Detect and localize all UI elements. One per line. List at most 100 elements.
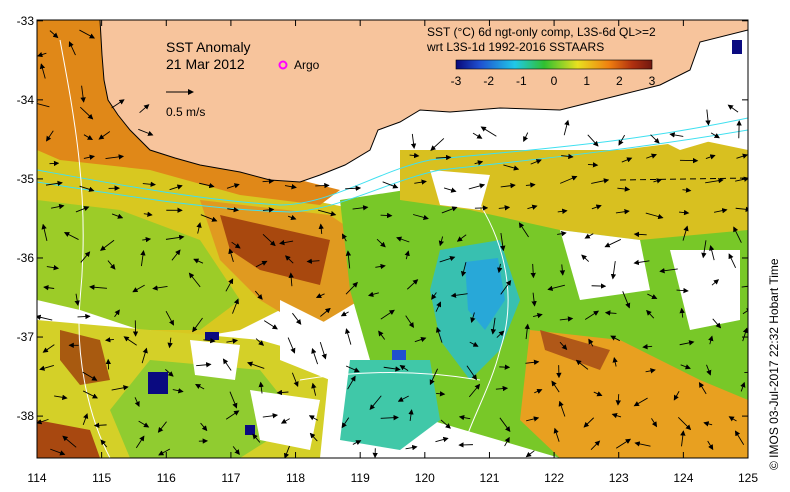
velocity-arrow [435, 326, 443, 343]
velocity-arrow [680, 364, 691, 370]
velocity-arrow [318, 209, 337, 217]
velocity-arrow [438, 236, 444, 247]
velocity-arrow [531, 292, 537, 307]
velocity-arrow [615, 209, 630, 215]
velocity-arrow [397, 395, 409, 402]
velocity-arrow [633, 259, 650, 266]
velocity-arrow [345, 185, 362, 191]
velocity-arrow [610, 261, 617, 280]
velocity-arrow [203, 337, 216, 344]
velocity-arrow [490, 317, 497, 335]
velocity-arrow [646, 153, 657, 159]
velocity-arrow [226, 183, 240, 189]
cold-speck-3 [392, 350, 406, 360]
velocity-arrow [167, 337, 173, 349]
vector-scale: 0.5 m/s [166, 89, 205, 119]
colorbar-tick-label: -3 [451, 74, 462, 88]
x-tick-label: 118 [286, 471, 305, 485]
velocity-arrow [227, 206, 240, 213]
argo-legend: Argo [278, 58, 320, 72]
velocity-arrow [46, 130, 54, 142]
velocity-arrow [741, 285, 748, 288]
velocity-arrow [100, 239, 115, 251]
velocity-arrow [622, 291, 631, 309]
velocity-arrow [744, 371, 748, 374]
cold-speck-1 [148, 372, 168, 394]
velocity-arrow [495, 385, 509, 392]
vector-scale-label: 0.5 m/s [166, 105, 205, 119]
velocity-arrow [679, 307, 685, 318]
velocity-arrow [590, 440, 601, 451]
velocity-arrow [132, 284, 145, 293]
velocity-arrow [559, 341, 568, 351]
velocity-arrow [255, 260, 268, 268]
velocity-arrow [140, 249, 146, 267]
velocity-arrow [435, 301, 442, 312]
velocity-arrow [618, 134, 626, 146]
velocity-arrow [673, 391, 680, 401]
velocity-arrow [37, 52, 47, 58]
cold-speck-5 [732, 40, 742, 54]
velocity-arrow [653, 178, 663, 184]
velocity-arrow [39, 365, 54, 371]
velocity-arrow [345, 281, 358, 295]
velocity-arrow [651, 418, 658, 428]
velocity-arrow [557, 208, 568, 214]
sst-patch-west-green [37, 200, 240, 330]
velocity-arrow [347, 375, 356, 390]
velocity-arrow [409, 152, 420, 159]
velocity-arrow [382, 181, 399, 189]
velocity-arrow [706, 364, 712, 376]
velocity-arrow [98, 131, 111, 140]
velocity-arrow [440, 419, 451, 429]
x-tick-label: 122 [544, 471, 564, 485]
velocity-arrow [263, 320, 278, 330]
velocity-arrow [645, 212, 664, 220]
velocity-arrow [500, 183, 516, 189]
velocity-arrow [134, 397, 140, 407]
velocity-arrow [530, 263, 536, 279]
y-tick-label: -38 [17, 409, 35, 423]
cold-speck-4 [245, 425, 255, 435]
velocity-arrow [306, 258, 320, 264]
velocity-arrow [105, 154, 125, 160]
colorbar-tick-label: -1 [516, 74, 527, 88]
velocity-arrow [287, 214, 297, 220]
velocity-arrow [79, 106, 94, 120]
map-title: SST Anomaly [166, 39, 251, 55]
velocity-arrow [141, 347, 148, 364]
argo-label: Argo [294, 58, 320, 72]
velocity-arrow [75, 206, 90, 213]
nodata-gap-5 [670, 250, 740, 330]
velocity-arrow [82, 371, 98, 381]
velocity-arrow [42, 344, 55, 353]
velocity-arrow [560, 175, 578, 184]
x-tick-label: 123 [609, 471, 629, 485]
velocity-arrow [682, 225, 689, 241]
velocity-arrow [262, 413, 279, 419]
velocity-arrow [587, 162, 599, 168]
velocity-arrow [621, 157, 633, 163]
velocity-arrow [45, 180, 63, 187]
velocity-arrow [435, 154, 452, 161]
velocity-arrow [62, 435, 77, 448]
velocity-arrow [375, 263, 386, 270]
imos-footer: © IMOS 03-Jul-2017 22:32 Hobart Time [767, 258, 781, 470]
velocity-arrow [74, 293, 80, 306]
colorbar-ramp [455, 59, 653, 70]
velocity-arrow [701, 240, 707, 259]
velocity-arrow [456, 234, 467, 242]
velocity-arrow [193, 258, 204, 264]
velocity-arrow [518, 222, 529, 238]
velocity-arrow [252, 433, 261, 443]
velocity-arrow [405, 444, 418, 451]
velocity-arrow [581, 254, 590, 262]
velocity-arrow [500, 279, 512, 295]
velocity-arrow [526, 416, 540, 422]
velocity-arrow [676, 287, 689, 294]
velocity-arrow [436, 391, 446, 397]
velocity-arrow [188, 272, 201, 288]
x-tick-label: 119 [351, 471, 370, 485]
velocity-arrow [46, 264, 60, 271]
